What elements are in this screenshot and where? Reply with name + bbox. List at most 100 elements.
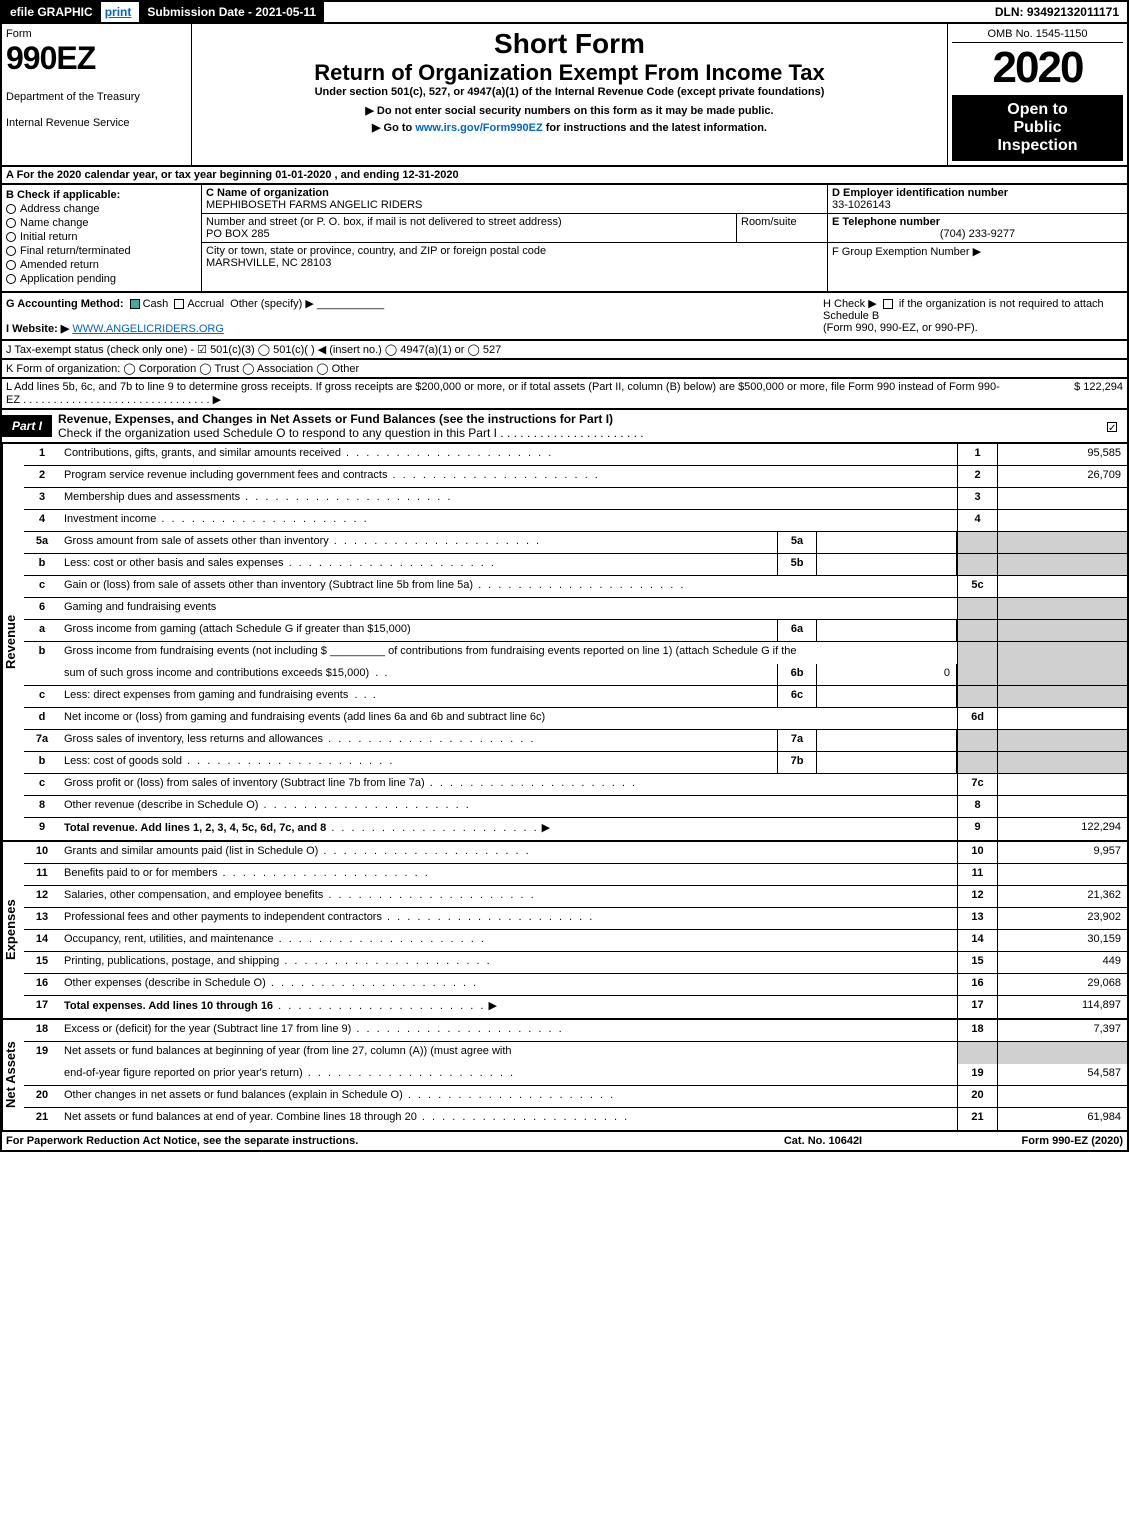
row-2: 2Program service revenue including gover… bbox=[24, 466, 1127, 488]
chk-cash[interactable] bbox=[130, 299, 140, 309]
row-19-1: 19Net assets or fund balances at beginni… bbox=[24, 1042, 1127, 1064]
g-col: G Accounting Method: Cash Accrual Other … bbox=[6, 297, 823, 335]
website-link[interactable]: WWW.ANGELICRIDERS.ORG bbox=[72, 323, 224, 335]
row-17: 17Total expenses. Add lines 10 through 1… bbox=[24, 996, 1127, 1018]
phone-label: E Telephone number bbox=[832, 216, 1123, 228]
vtab-revenue: Revenue bbox=[2, 444, 24, 840]
open-3: Inspection bbox=[958, 137, 1117, 155]
net-assets-rows: 18Excess or (deficit) for the year (Subt… bbox=[24, 1020, 1127, 1130]
line-a: A For the 2020 calendar year, or tax yea… bbox=[0, 167, 1129, 185]
dept-1: Department of the Treasury bbox=[6, 91, 187, 103]
group-exemption-row: F Group Exemption Number ▶ bbox=[828, 243, 1127, 260]
address-cell: Number and street (or P. O. box, if mail… bbox=[202, 214, 737, 242]
circle-icon bbox=[6, 260, 16, 270]
row-5c: cGain or (loss) from sale of assets othe… bbox=[24, 576, 1127, 598]
row-3: 3Membership dues and assessments3 bbox=[24, 488, 1127, 510]
dept-2: Internal Revenue Service bbox=[6, 117, 187, 129]
goto-link[interactable]: www.irs.gov/Form990EZ bbox=[415, 122, 542, 134]
vtab-net-assets: Net Assets bbox=[2, 1020, 24, 1130]
i-label: I Website: ▶ bbox=[6, 323, 69, 335]
row-6b-2: sum of such gross income and contributio… bbox=[24, 664, 1127, 686]
net-assets-section: Net Assets 18Excess or (deficit) for the… bbox=[0, 1020, 1129, 1132]
city-label: City or town, state or province, country… bbox=[206, 245, 823, 257]
revenue-section: Revenue 1Contributions, gifts, grants, a… bbox=[0, 444, 1129, 842]
row-20: 20Other changes in net assets or fund ba… bbox=[24, 1086, 1127, 1108]
footer-notice: For Paperwork Reduction Act Notice, see … bbox=[6, 1135, 723, 1147]
check-icon bbox=[1107, 422, 1117, 432]
org-name-row: C Name of organization MEPHIBOSETH FARMS… bbox=[202, 185, 827, 214]
row-6a: aGross income from gaming (attach Schedu… bbox=[24, 620, 1127, 642]
chk-amended-return[interactable]: Amended return bbox=[6, 259, 197, 271]
chk-application-pending[interactable]: Application pending bbox=[6, 273, 197, 285]
row-5b: bLess: cost or other basis and sales exp… bbox=[24, 554, 1127, 576]
circle-icon bbox=[6, 232, 16, 242]
addr-value: PO BOX 285 bbox=[206, 228, 732, 240]
goto-post: for instructions and the latest informat… bbox=[546, 122, 767, 134]
open-2: Public bbox=[958, 119, 1117, 137]
header-col-year: OMB No. 1545-1150 2020 Open to Public In… bbox=[947, 24, 1127, 165]
row-18: 18Excess or (deficit) for the year (Subt… bbox=[24, 1020, 1127, 1042]
row-12: 12Salaries, other compensation, and empl… bbox=[24, 886, 1127, 908]
expenses-section: Expenses 10Grants and similar amounts pa… bbox=[0, 842, 1129, 1020]
revenue-rows: 1Contributions, gifts, grants, and simil… bbox=[24, 444, 1127, 840]
print-link[interactable]: print bbox=[101, 2, 136, 22]
section-bcdef: B Check if applicable: Address change Na… bbox=[0, 185, 1129, 293]
room-suite-cell: Room/suite bbox=[737, 214, 827, 242]
row-6: 6Gaming and fundraising events bbox=[24, 598, 1127, 620]
dln: DLN: 93492132011171 bbox=[987, 2, 1127, 22]
part-title: Revenue, Expenses, and Changes in Net As… bbox=[52, 410, 1097, 442]
row-13: 13Professional fees and other payments t… bbox=[24, 908, 1127, 930]
chk-h[interactable] bbox=[883, 299, 893, 309]
section-b: B Check if applicable: Address change Na… bbox=[2, 185, 202, 291]
row-16: 16Other expenses (describe in Schedule O… bbox=[24, 974, 1127, 996]
city-row: City or town, state or province, country… bbox=[202, 243, 827, 271]
header-col-form: Form 990EZ Department of the Treasury In… bbox=[2, 24, 192, 165]
row-1: 1Contributions, gifts, grants, and simil… bbox=[24, 444, 1127, 466]
row-11: 11Benefits paid to or for members11 bbox=[24, 864, 1127, 886]
goto-line: ▶ Go to www.irs.gov/Form990EZ for instru… bbox=[196, 121, 943, 134]
row-9: 9Total revenue. Add lines 1, 2, 3, 4, 5c… bbox=[24, 818, 1127, 840]
form-header: Form 990EZ Department of the Treasury In… bbox=[0, 24, 1129, 167]
row-15: 15Printing, publications, postage, and s… bbox=[24, 952, 1127, 974]
chk-accrual[interactable] bbox=[174, 299, 184, 309]
phone-row: E Telephone number (704) 233-9277 bbox=[828, 214, 1127, 243]
line-j: J Tax-exempt status (check only one) - ☑… bbox=[0, 341, 1129, 360]
row-4: 4Investment income4 bbox=[24, 510, 1127, 532]
subtitle: Under section 501(c), 527, or 4947(a)(1)… bbox=[196, 86, 943, 98]
top-bar: efile GRAPHIC print Submission Date - 20… bbox=[0, 0, 1129, 24]
chk-address-change[interactable]: Address change bbox=[6, 203, 197, 215]
org-name: MEPHIBOSETH FARMS ANGELIC RIDERS bbox=[206, 199, 823, 211]
footer-formref: Form 990-EZ (2020) bbox=[923, 1135, 1123, 1147]
section-gh: G Accounting Method: Cash Accrual Other … bbox=[0, 293, 1129, 341]
row-7b: bLess: cost of goods sold7b bbox=[24, 752, 1127, 774]
omb-number: OMB No. 1545-1150 bbox=[952, 28, 1123, 43]
l-text: L Add lines 5b, 6c, and 7b to line 9 to … bbox=[6, 381, 1003, 406]
form-number: 990EZ bbox=[6, 40, 187, 77]
l-amount: $ 122,294 bbox=[1003, 381, 1123, 406]
h-col: H Check ▶ if the organization is not req… bbox=[823, 297, 1123, 335]
chk-initial-return[interactable]: Initial return bbox=[6, 231, 197, 243]
row-10: 10Grants and similar amounts paid (list … bbox=[24, 842, 1127, 864]
addr-label: Number and street (or P. O. box, if mail… bbox=[206, 216, 732, 228]
row-7a: 7aGross sales of inventory, less returns… bbox=[24, 730, 1127, 752]
chk-name-change[interactable]: Name change bbox=[6, 217, 197, 229]
footer: For Paperwork Reduction Act Notice, see … bbox=[0, 1132, 1129, 1152]
row-14: 14Occupancy, rent, utilities, and mainte… bbox=[24, 930, 1127, 952]
line-k: K Form of organization: ◯ Corporation ◯ … bbox=[0, 360, 1129, 379]
chk-final-return[interactable]: Final return/terminated bbox=[6, 245, 197, 257]
part-tab: Part I bbox=[2, 415, 52, 437]
ein-row: D Employer identification number 33-1026… bbox=[828, 185, 1127, 214]
b-label: B Check if applicable: bbox=[6, 189, 197, 201]
part-check[interactable] bbox=[1097, 419, 1127, 433]
tax-year: 2020 bbox=[952, 43, 1123, 93]
efile-label: efile GRAPHIC bbox=[2, 2, 101, 22]
part-1-header: Part I Revenue, Expenses, and Changes in… bbox=[0, 410, 1129, 444]
ein-label: D Employer identification number bbox=[832, 187, 1123, 199]
row-6d: dNet income or (loss) from gaming and fu… bbox=[24, 708, 1127, 730]
section-def: D Employer identification number 33-1026… bbox=[827, 185, 1127, 291]
ssn-notice: ▶ Do not enter social security numbers o… bbox=[196, 104, 943, 117]
name-label: C Name of organization bbox=[206, 187, 823, 199]
row-7c: cGross profit or (loss) from sales of in… bbox=[24, 774, 1127, 796]
expenses-rows: 10Grants and similar amounts paid (list … bbox=[24, 842, 1127, 1018]
row-21: 21Net assets or fund balances at end of … bbox=[24, 1108, 1127, 1130]
